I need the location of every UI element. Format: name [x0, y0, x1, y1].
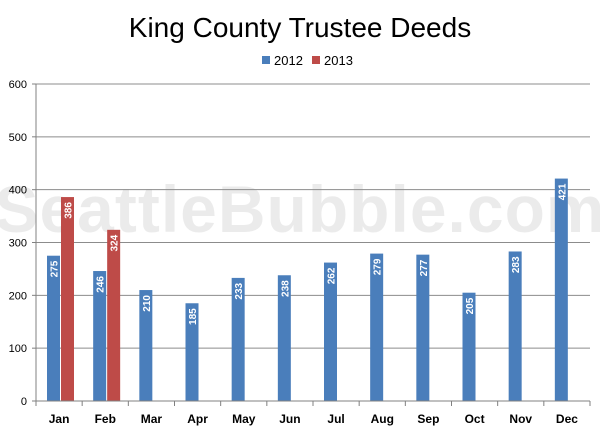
data-label-2012-oct: 205	[465, 297, 476, 314]
data-label-2012-sep: 277	[419, 259, 430, 276]
x-tick-label-jan: Jan	[49, 412, 70, 426]
bar-2013-jan	[61, 197, 74, 401]
x-tick-label-jun: Jun	[279, 412, 300, 426]
data-label-2012-aug: 279	[373, 258, 384, 275]
data-label-2013-feb: 324	[110, 234, 121, 251]
bar-2012-may	[231, 277, 245, 401]
y-tick-label: 400	[9, 185, 27, 197]
bar-2012-dec	[554, 178, 568, 401]
y-tick-label: 100	[9, 343, 27, 355]
data-label-2012-jan: 275	[50, 260, 61, 277]
data-label-2012-jul: 262	[327, 267, 338, 284]
bar-2012-jan	[47, 255, 60, 401]
y-tick-label: 600	[9, 79, 27, 91]
x-tick-label-may: May	[232, 412, 256, 426]
bar-2012-jun	[277, 275, 291, 401]
bar-2012-nov	[508, 251, 522, 401]
data-label-2012-may: 233	[234, 282, 245, 299]
y-tick-label: 200	[9, 290, 27, 302]
legend-swatch-2012	[262, 56, 270, 64]
data-label-2012-dec: 421	[557, 183, 568, 200]
x-tick-label-oct: Oct	[465, 412, 485, 426]
x-tick-label-apr: Apr	[187, 412, 208, 426]
bar-2013-feb	[107, 229, 121, 401]
y-tick-label: 500	[9, 132, 27, 144]
y-tick-label: 300	[9, 238, 27, 250]
data-label-2013-jan: 386	[64, 202, 75, 219]
bar-2012-apr	[185, 303, 199, 401]
x-tick-label-dec: Dec	[556, 412, 578, 426]
bar-2012-sep	[416, 254, 430, 401]
chart-title: King County Trustee Deeds	[129, 12, 471, 43]
bar-2012-mar	[139, 290, 153, 401]
bar-2012-feb	[93, 271, 107, 401]
bar-2012-aug	[370, 253, 384, 401]
x-tick-label-feb: Feb	[95, 412, 116, 426]
bar-2012-jul	[324, 262, 337, 401]
legend-swatch-2013	[312, 56, 320, 64]
legend-label-2012: 2012	[274, 53, 303, 68]
y-tick-label: 0	[21, 396, 27, 408]
data-label-2012-jun: 238	[280, 280, 291, 297]
x-tick-label-jul: Jul	[327, 412, 344, 426]
legend-label-2013: 2013	[324, 53, 353, 68]
data-label-2012-nov: 283	[511, 256, 522, 273]
data-label-2012-apr: 185	[188, 308, 199, 325]
x-tick-label-nov: Nov	[509, 412, 532, 426]
x-tick-label-aug: Aug	[371, 412, 394, 426]
bar-2012-oct	[462, 292, 476, 401]
watermark-text: SeattleBubble.com	[0, 172, 600, 246]
data-label-2012-mar: 210	[142, 295, 153, 312]
data-label-2012-feb: 246	[96, 276, 107, 293]
x-tick-label-sep: Sep	[417, 412, 439, 426]
x-tick-label-mar: Mar	[141, 412, 163, 426]
